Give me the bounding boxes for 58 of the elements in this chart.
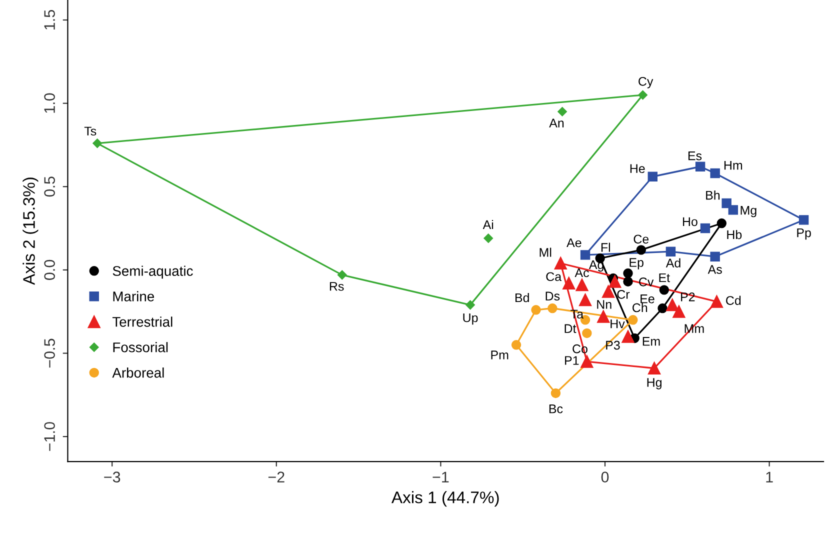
y-tick-label: 0.0 bbox=[44, 260, 55, 280]
annotation: Es bbox=[688, 152, 702, 160]
annotation: Rs bbox=[330, 282, 344, 291]
annotation: Ee bbox=[640, 294, 654, 304]
legend-label: Semi-aquatic bbox=[112, 266, 193, 279]
legend-label: Arboreal bbox=[112, 368, 164, 378]
x-tick-label: −1 bbox=[432, 472, 449, 482]
legend-label: Terrestrial bbox=[112, 316, 172, 327]
annotation: Ca bbox=[546, 272, 562, 282]
x-tick-label: −3 bbox=[104, 472, 120, 482]
annotation: Em bbox=[642, 337, 660, 346]
annotation: An bbox=[549, 118, 564, 128]
annotation: Ce bbox=[634, 234, 649, 244]
annotation: Cr bbox=[617, 290, 630, 299]
annotation: Ac bbox=[574, 268, 589, 278]
annotation: Fl bbox=[601, 242, 610, 252]
y-tick-label: 1.5 bbox=[44, 10, 55, 30]
annotation: Bc bbox=[549, 404, 563, 414]
annotation: Hm bbox=[724, 160, 742, 170]
annotation: He bbox=[630, 164, 645, 174]
annotation: As bbox=[708, 265, 722, 274]
annotation: Ch bbox=[632, 302, 648, 312]
annotation: Ts bbox=[84, 126, 96, 136]
annotation: Hg bbox=[647, 378, 662, 390]
x-tick-label: 0 bbox=[601, 472, 609, 482]
annotation: Cd bbox=[726, 296, 741, 305]
y-tick-label: −0.5 bbox=[44, 338, 55, 368]
annotation: Up bbox=[463, 313, 478, 325]
y-tick-label: −1.0 bbox=[44, 422, 55, 451]
annotation: Ml bbox=[540, 248, 552, 257]
annotation: Cy bbox=[638, 76, 654, 88]
annotation: Pm bbox=[491, 350, 508, 360]
x-tick-label: 1 bbox=[766, 472, 773, 482]
annotation: P1 bbox=[565, 356, 579, 365]
annotation: Ep bbox=[630, 258, 644, 270]
annotation: Hv bbox=[610, 320, 625, 328]
annotation: Nn bbox=[597, 300, 612, 309]
annotation: Ai bbox=[482, 220, 494, 230]
annotation: P2 bbox=[681, 292, 695, 302]
annotation: Ae bbox=[566, 238, 582, 248]
y-tick-label: 0.5 bbox=[44, 176, 55, 197]
y-axis-title: Axis 2 (15.3%) bbox=[22, 178, 38, 285]
annotation: Dt bbox=[564, 324, 576, 333]
annotation: Bd bbox=[515, 292, 529, 302]
annotation: Ds bbox=[546, 292, 560, 300]
annotation: P3 bbox=[606, 340, 620, 350]
x-tick-label: −2 bbox=[268, 472, 284, 482]
x-axis-title: Axis 1 (44.7%) bbox=[391, 491, 499, 507]
annotation: Mg bbox=[740, 206, 756, 218]
annotation: Ho bbox=[682, 217, 698, 226]
legend-label: Marine bbox=[113, 291, 154, 302]
annotation: Bh bbox=[706, 190, 720, 200]
annotation: Ad bbox=[666, 258, 680, 268]
annotation: Et bbox=[659, 273, 670, 282]
annotation: Hb bbox=[727, 230, 742, 240]
y-tick-label: 1.0 bbox=[44, 93, 55, 113]
annotation: Pp bbox=[797, 228, 811, 240]
legend-label: Fossorial bbox=[113, 342, 168, 352]
